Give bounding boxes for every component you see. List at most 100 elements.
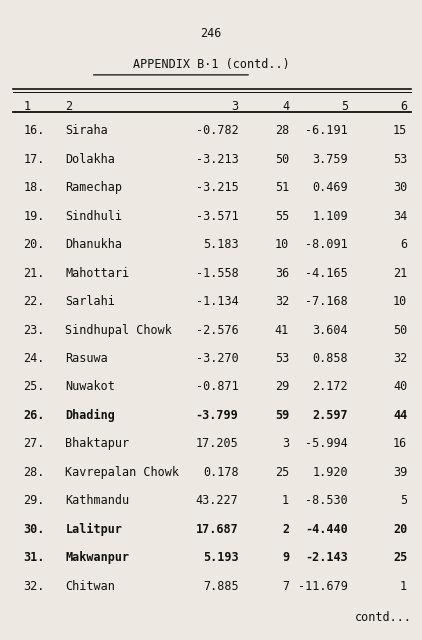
Text: Dhading: Dhading (65, 409, 115, 422)
Text: 2.597: 2.597 (313, 409, 348, 422)
Text: 21.: 21. (23, 266, 45, 280)
Text: -2.143: -2.143 (306, 551, 348, 564)
Text: -6.191: -6.191 (306, 124, 348, 137)
Text: 4: 4 (282, 100, 289, 113)
Text: 15: 15 (393, 124, 407, 137)
Text: 26.: 26. (23, 409, 45, 422)
Text: 1.920: 1.920 (313, 466, 348, 479)
Text: Sarlahi: Sarlahi (65, 295, 115, 308)
Text: 24.: 24. (23, 352, 45, 365)
Text: 20.: 20. (23, 238, 45, 251)
Text: 50: 50 (393, 323, 407, 337)
Text: 25: 25 (393, 551, 407, 564)
Text: 55: 55 (275, 209, 289, 223)
Text: Bhaktapur: Bhaktapur (65, 438, 130, 451)
Text: 5.183: 5.183 (203, 238, 238, 251)
Text: Rasuwa: Rasuwa (65, 352, 108, 365)
Text: 1: 1 (282, 494, 289, 508)
Text: 21: 21 (393, 266, 407, 280)
Text: 32.: 32. (23, 580, 45, 593)
Text: Sindhuli: Sindhuli (65, 209, 122, 223)
Text: 7.885: 7.885 (203, 580, 238, 593)
Text: 29.: 29. (23, 494, 45, 508)
Text: 17.205: 17.205 (196, 438, 238, 451)
Text: APPENDIX B·1 (contd..): APPENDIX B·1 (contd..) (133, 58, 289, 70)
Text: -3.270: -3.270 (196, 352, 238, 365)
Text: 59: 59 (275, 409, 289, 422)
Text: 0.178: 0.178 (203, 466, 238, 479)
Text: 19.: 19. (23, 209, 45, 223)
Text: 30.: 30. (23, 523, 45, 536)
Text: 23.: 23. (23, 323, 45, 337)
Text: -11.679: -11.679 (298, 580, 348, 593)
Text: 1: 1 (23, 100, 30, 113)
Text: 25.: 25. (23, 380, 45, 394)
Text: -3.571: -3.571 (196, 209, 238, 223)
Text: 31.: 31. (23, 551, 45, 564)
Text: Makwanpur: Makwanpur (65, 551, 130, 564)
Text: 9: 9 (282, 551, 289, 564)
Text: 27.: 27. (23, 438, 45, 451)
Text: -1.558: -1.558 (196, 266, 238, 280)
Text: -2.576: -2.576 (196, 323, 238, 337)
Text: 5.193: 5.193 (203, 551, 238, 564)
Text: 39: 39 (393, 466, 407, 479)
Text: Sindhupal Chowk: Sindhupal Chowk (65, 323, 172, 337)
Text: Dhanukha: Dhanukha (65, 238, 122, 251)
Text: 2: 2 (282, 523, 289, 536)
Text: 6: 6 (400, 100, 407, 113)
Text: 1: 1 (400, 580, 407, 593)
Text: 34: 34 (393, 209, 407, 223)
Text: 7: 7 (282, 580, 289, 593)
Text: Ramechap: Ramechap (65, 181, 122, 194)
Text: -3.799: -3.799 (196, 409, 238, 422)
Text: -0.782: -0.782 (196, 124, 238, 137)
Text: 16: 16 (393, 438, 407, 451)
Text: 6: 6 (400, 238, 407, 251)
Text: 2.172: 2.172 (313, 380, 348, 394)
Text: 36: 36 (275, 266, 289, 280)
Text: 2: 2 (65, 100, 73, 113)
Text: -7.168: -7.168 (306, 295, 348, 308)
Text: 0.858: 0.858 (313, 352, 348, 365)
Text: -4.440: -4.440 (306, 523, 348, 536)
Text: 5: 5 (400, 494, 407, 508)
Text: 246: 246 (200, 27, 222, 40)
Text: 41: 41 (275, 323, 289, 337)
Text: 53: 53 (275, 352, 289, 365)
Text: 10: 10 (393, 295, 407, 308)
Text: Kathmandu: Kathmandu (65, 494, 130, 508)
Text: -1.134: -1.134 (196, 295, 238, 308)
Text: 40: 40 (393, 380, 407, 394)
Text: -8.091: -8.091 (306, 238, 348, 251)
Text: -8.530: -8.530 (306, 494, 348, 508)
Text: Mahottari: Mahottari (65, 266, 130, 280)
Text: 30: 30 (393, 181, 407, 194)
Text: 17.687: 17.687 (196, 523, 238, 536)
Text: 3.604: 3.604 (313, 323, 348, 337)
Text: Kavrepalan Chowk: Kavrepalan Chowk (65, 466, 179, 479)
Text: 20: 20 (393, 523, 407, 536)
Text: -3.215: -3.215 (196, 181, 238, 194)
Text: 25: 25 (275, 466, 289, 479)
Text: 0.469: 0.469 (313, 181, 348, 194)
Text: 28: 28 (275, 124, 289, 137)
Text: 16.: 16. (23, 124, 45, 137)
Text: -0.871: -0.871 (196, 380, 238, 394)
Text: -3.213: -3.213 (196, 152, 238, 166)
Text: -5.994: -5.994 (306, 438, 348, 451)
Text: 43.227: 43.227 (196, 494, 238, 508)
Text: 1.109: 1.109 (313, 209, 348, 223)
Text: 28.: 28. (23, 466, 45, 479)
Text: 10: 10 (275, 238, 289, 251)
Text: Nuwakot: Nuwakot (65, 380, 115, 394)
Text: 53: 53 (393, 152, 407, 166)
Text: 18.: 18. (23, 181, 45, 194)
Text: 50: 50 (275, 152, 289, 166)
Text: 29: 29 (275, 380, 289, 394)
Text: 3: 3 (282, 438, 289, 451)
Text: Chitwan: Chitwan (65, 580, 115, 593)
Text: contd...: contd... (354, 611, 411, 624)
Text: 44: 44 (393, 409, 407, 422)
Text: Dolakha: Dolakha (65, 152, 115, 166)
